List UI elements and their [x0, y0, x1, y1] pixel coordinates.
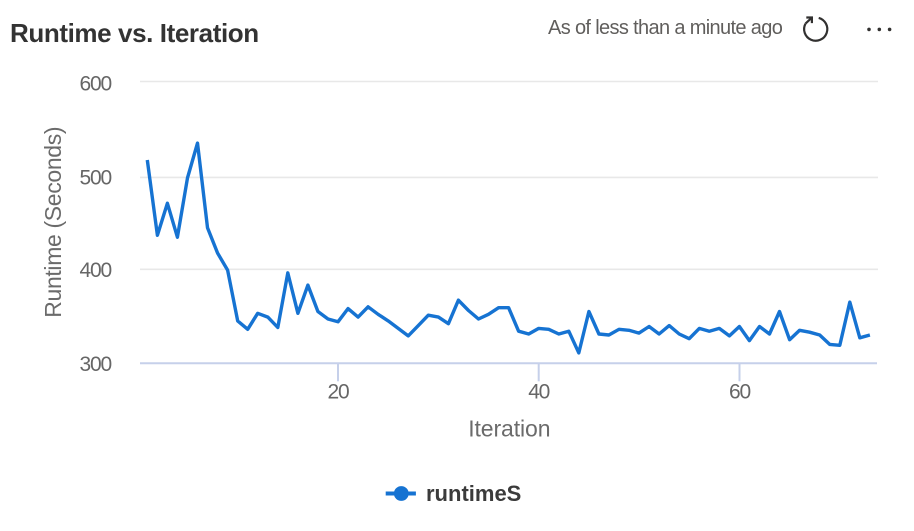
- svg-text:400: 400: [80, 259, 112, 282]
- svg-text:20: 20: [328, 380, 349, 403]
- svg-text:40: 40: [528, 380, 549, 403]
- svg-text:60: 60: [729, 380, 750, 403]
- svg-text:600: 600: [80, 73, 112, 96]
- svg-text:Runtime (Seconds): Runtime (Seconds): [40, 127, 66, 318]
- svg-text:500: 500: [80, 167, 112, 190]
- svg-text:Iteration: Iteration: [468, 415, 550, 441]
- svg-text:300: 300: [80, 353, 112, 376]
